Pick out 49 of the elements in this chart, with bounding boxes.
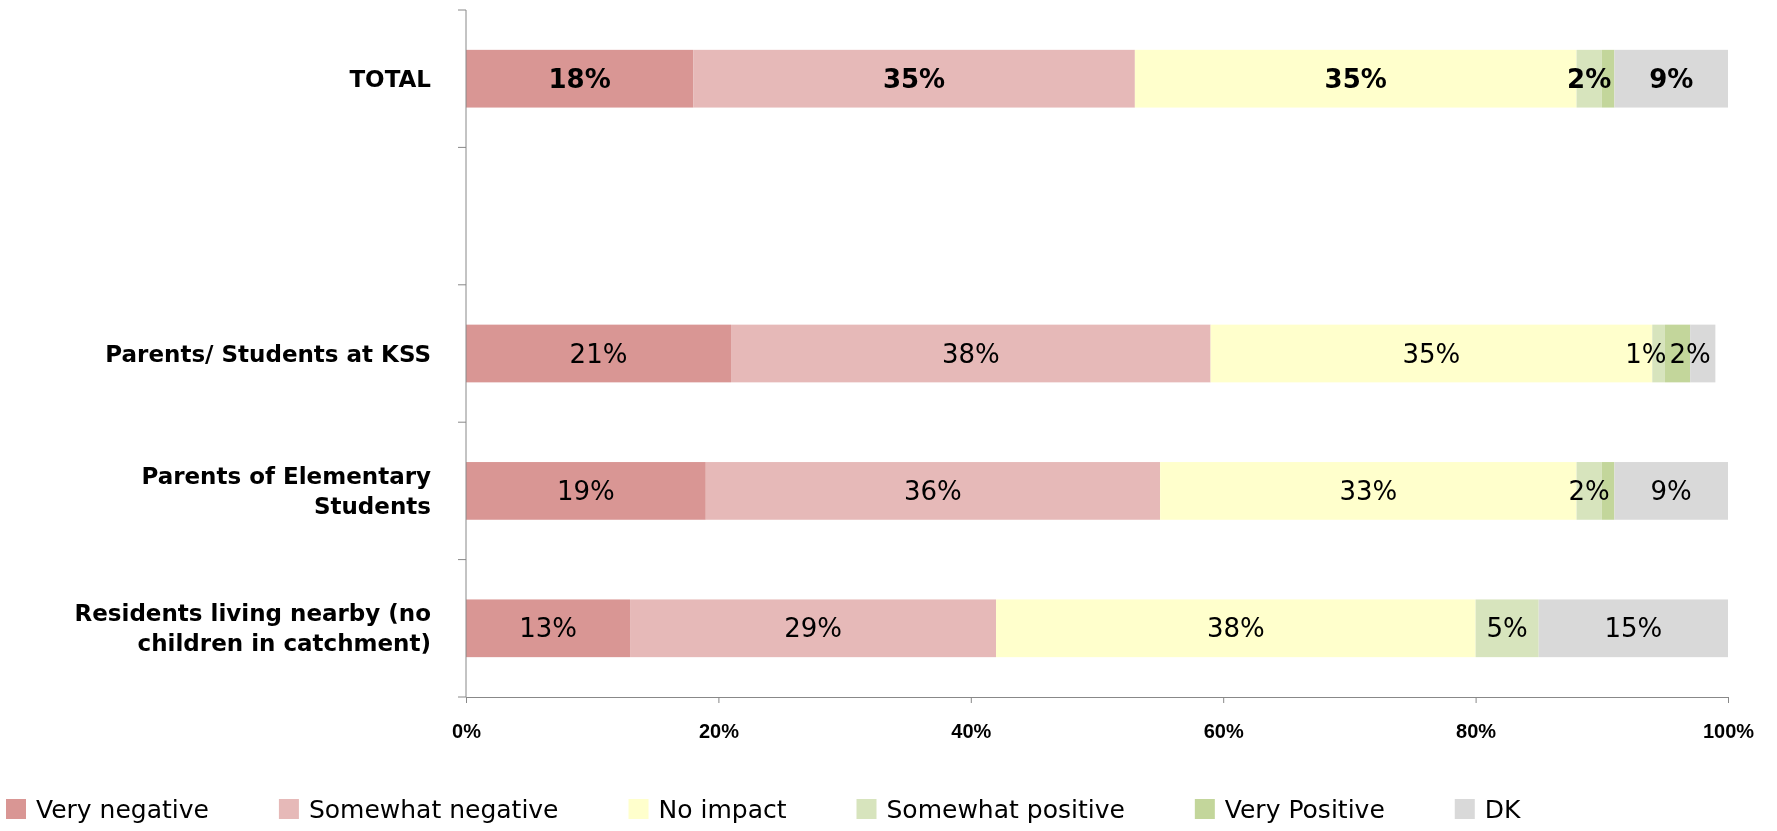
data-label: 5% bbox=[1486, 613, 1528, 644]
legend-label: Very Positive bbox=[1224, 794, 1385, 824]
data-label: 38% bbox=[1206, 613, 1265, 644]
data-label: 13% bbox=[519, 613, 577, 644]
data-label: 33% bbox=[1339, 476, 1398, 506]
x-tick-label: 0% bbox=[452, 720, 482, 742]
x-tick-label: 40% bbox=[951, 720, 992, 742]
bar bbox=[693, 49, 1135, 108]
bar bbox=[1614, 49, 1728, 108]
bar bbox=[1538, 599, 1728, 658]
bar bbox=[1475, 599, 1539, 658]
data-label: 38% bbox=[941, 338, 1000, 369]
y-tick-label: Parents of Elementary Students bbox=[141, 462, 431, 519]
bar bbox=[466, 462, 706, 520]
data-label: 35% bbox=[1402, 338, 1461, 369]
data-label: 1% bbox=[1625, 338, 1667, 369]
bar bbox=[466, 599, 631, 658]
data-label: 15% bbox=[1604, 613, 1663, 644]
legend-label: Very negative bbox=[36, 794, 209, 824]
y-tick-label: Parents/ Students at KSS bbox=[105, 340, 431, 367]
data-label: 19% bbox=[556, 476, 615, 506]
data-label: 29% bbox=[784, 613, 842, 644]
data-label: 18% bbox=[548, 63, 611, 94]
bar bbox=[1614, 462, 1728, 520]
legend-label: Somewhat positive bbox=[886, 794, 1125, 824]
legend-label: DK bbox=[1484, 794, 1522, 824]
bar bbox=[630, 599, 997, 658]
bar bbox=[705, 462, 1161, 520]
bar bbox=[466, 49, 694, 108]
data-label: 21% bbox=[569, 338, 628, 369]
legend-label: Somewhat negative bbox=[308, 794, 559, 824]
data-label: 9% bbox=[1649, 63, 1694, 94]
x-tick-label: 100% bbox=[1702, 720, 1755, 742]
x-tick-label: 20% bbox=[698, 720, 740, 742]
data-label: 2% bbox=[1669, 338, 1711, 369]
data-label: 36% bbox=[904, 476, 962, 506]
data-label: 9% bbox=[1650, 476, 1692, 506]
x-tick-label: 60% bbox=[1203, 720, 1244, 742]
data-label: 2% bbox=[1568, 476, 1610, 506]
data-label: 35% bbox=[882, 63, 946, 94]
y-tick-label: Residents living nearby (no children in catchment) bbox=[74, 600, 431, 657]
data-label: 35% bbox=[1324, 63, 1387, 94]
bar bbox=[731, 324, 1211, 383]
bar bbox=[466, 324, 732, 383]
data-label: 2% bbox=[1567, 63, 1612, 94]
x-tick-label: 80% bbox=[1456, 720, 1497, 742]
bar bbox=[996, 599, 1476, 658]
legend-label: No impact bbox=[658, 794, 787, 824]
y-tick-label: TOTAL bbox=[349, 65, 432, 92]
